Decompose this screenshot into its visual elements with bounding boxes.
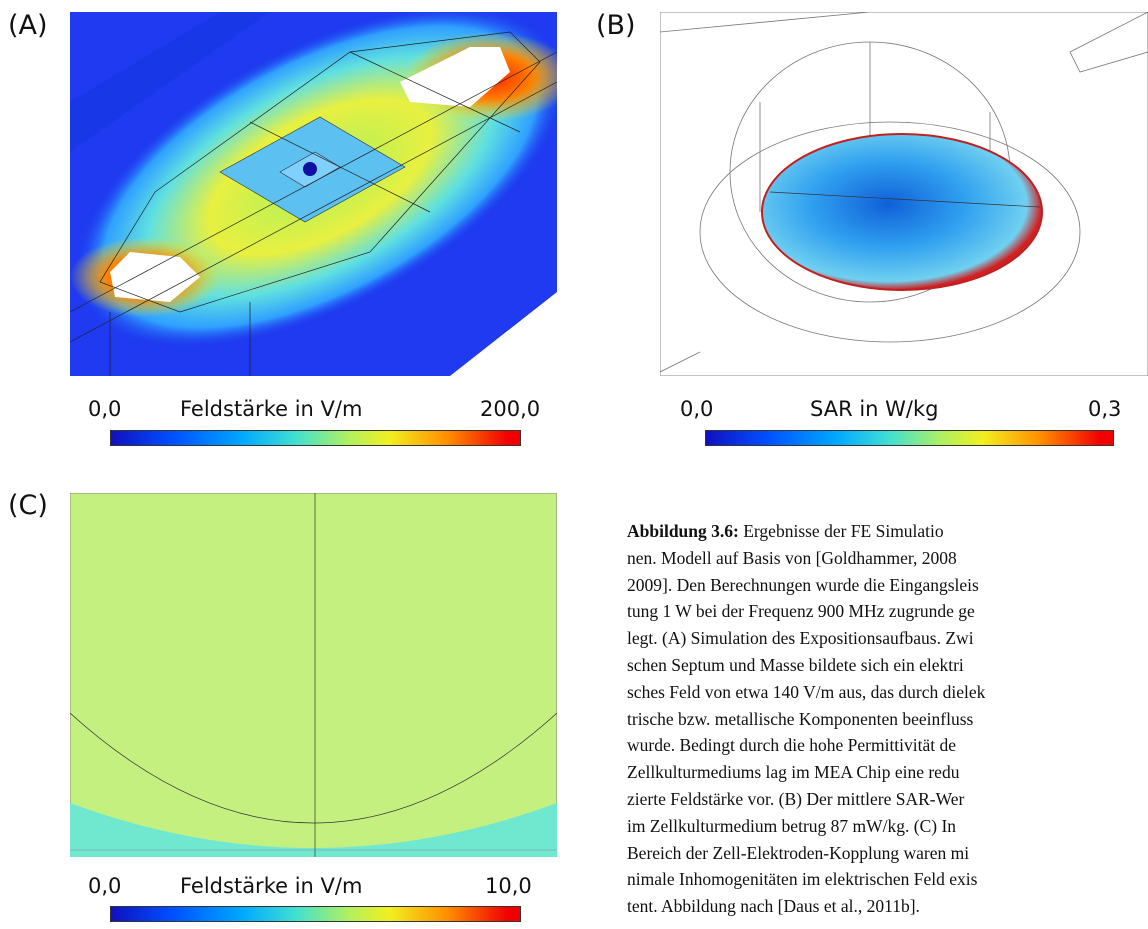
simulation-image-a: [70, 12, 557, 376]
colorbar-min: 0,0: [88, 397, 122, 421]
caption-line: zierte Feldstärke vor. (B) Der mittlere …: [627, 786, 1148, 813]
colorbar-min: 0,0: [88, 874, 122, 898]
caption-line: Abbildung 3.6: Ergebnisse der FE Simulat…: [627, 518, 1148, 545]
colorbar: [705, 430, 1114, 446]
caption-line: nimale Inhomogenitäten im elektrischen F…: [627, 866, 1148, 893]
caption-text: tent. Abbildung nach [Daus et al., 2011b…: [627, 896, 920, 917]
caption-line: tent. Abbildung nach [Daus et al., 2011b…: [627, 893, 1148, 920]
caption-line: schen Septum und Masse bildete sich ein …: [627, 652, 1148, 679]
caption-line: nen. Modell auf Basis von [Goldhammer, 2…: [627, 545, 1148, 572]
figure-caption: Abbildung 3.6: Ergebnisse der FE Simulat…: [627, 518, 1148, 920]
caption-line: Zellkulturmediums lag im MEA Chip eine r…: [627, 759, 1148, 786]
caption-label: Abbildung 3.6:: [627, 521, 739, 541]
caption-line: 2009]. Den Berechnungen wurde die Eingan…: [627, 572, 1148, 599]
caption-line: trische bzw. metallische Komponenten bee…: [627, 706, 1148, 733]
caption-text: nimale Inhomogenitäten im elektrischen F…: [627, 869, 978, 890]
caption-text: schen Septum und Masse bildete sich ein …: [627, 654, 964, 675]
caption-text: 2009]. Den Berechnungen wurde die Eingan…: [627, 574, 979, 595]
panel-label: (A): [8, 10, 48, 41]
colorbar-title: Feldstärke in V/m: [180, 874, 363, 898]
colorbar-min: 0,0: [680, 397, 714, 421]
colorbar-max: 0,3: [1088, 397, 1122, 421]
caption-text: im Zellkulturmedium betrug 87 mW/kg. (C)…: [627, 815, 957, 836]
caption-text: Ergebnisse der FE Simulatio: [743, 521, 944, 541]
caption-text: nen. Modell auf Basis von [Goldhammer, 2…: [627, 547, 957, 568]
caption-text: zierte Feldstärke vor. (B) Der mittlere …: [627, 788, 965, 809]
caption-text: wurde. Bedingt durch die hohe Permittivi…: [627, 735, 957, 756]
caption-text: Zellkulturmediums lag im MEA Chip eine r…: [627, 762, 960, 783]
panel-label: (B): [596, 10, 636, 41]
simulation-image-c: [70, 493, 557, 857]
caption-text: Bereich der Zell-Elektroden-Kopplung war…: [627, 842, 970, 863]
caption-text: trische bzw. metallische Komponenten bee…: [627, 708, 974, 729]
colorbar-title: Feldstärke in V/m: [180, 397, 363, 421]
caption-text: sches Feld von etwa 140 V/m aus, das dur…: [627, 681, 986, 702]
caption-line: wurde. Bedingt durch die hohe Permittivi…: [627, 732, 1148, 759]
colorbar-title: SAR in W/kg: [810, 397, 939, 421]
colorbar-max: 200,0: [480, 397, 541, 421]
panel-label: (C): [8, 490, 48, 521]
caption-line: tung 1 W bei der Frequenz 900 MHz zugrun…: [627, 598, 1148, 625]
colorbar: [110, 430, 521, 446]
caption-line: Bereich der Zell-Elektroden-Kopplung war…: [627, 840, 1148, 867]
caption-line: sches Feld von etwa 140 V/m aus, das dur…: [627, 679, 1148, 706]
caption-text: legt. (A) Simulation des Expositionsaufb…: [627, 628, 974, 649]
colorbar: [110, 906, 521, 922]
colorbar-max: 10,0: [485, 874, 532, 898]
caption-line: im Zellkulturmedium betrug 87 mW/kg. (C)…: [627, 813, 1148, 840]
caption-line: legt. (A) Simulation des Expositionsaufb…: [627, 625, 1148, 652]
caption-text: tung 1 W bei der Frequenz 900 MHz zugrun…: [627, 601, 975, 622]
simulation-image-b: [660, 12, 1148, 376]
